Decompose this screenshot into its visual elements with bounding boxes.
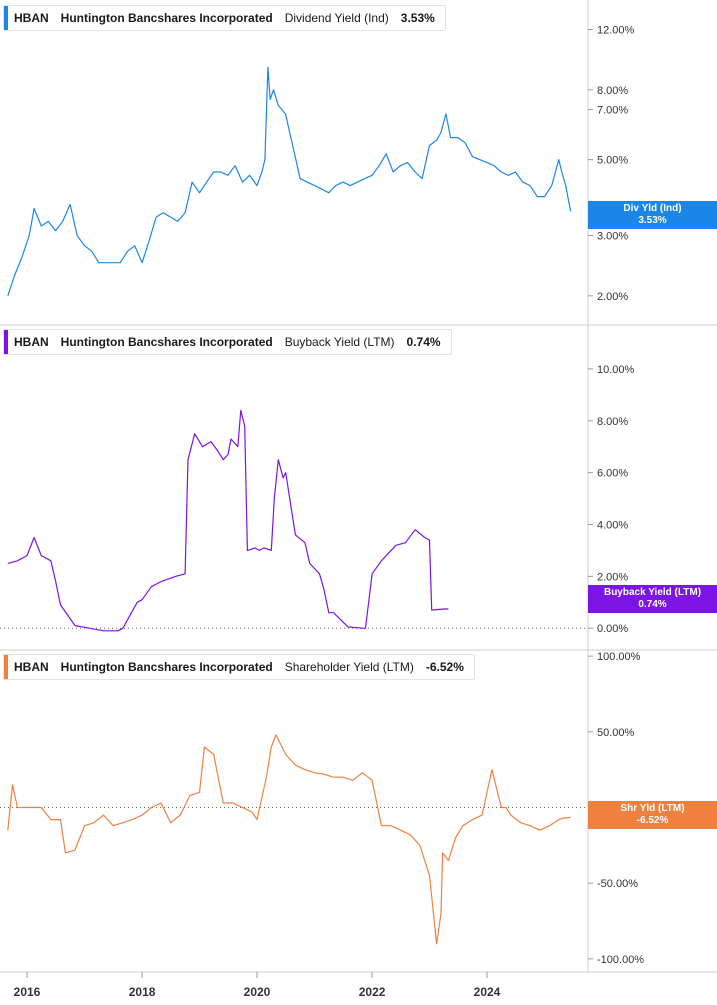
value-badge-panel-2: Buyback Yield (LTM) 0.74%	[588, 585, 717, 613]
y-tick-label: 6.00%	[597, 468, 628, 480]
legend-ticker: HBAN	[14, 11, 49, 25]
legend-ticker: HBAN	[14, 660, 49, 674]
series-line-2	[7, 409, 449, 632]
legend-metric: Shareholder Yield (LTM)	[284, 660, 414, 674]
x-tick-label: 2018	[129, 985, 156, 999]
y-tick-label: 5.00%	[597, 155, 628, 167]
value-badge-panel-1: Div Yld (Ind) 3.53%	[588, 201, 717, 229]
badge-value: 3.53%	[638, 215, 667, 226]
badge-label: Buyback Yield (LTM)	[603, 587, 702, 598]
legend-metric: Buyback Yield (LTM)	[284, 335, 395, 349]
x-tick-label: 2022	[359, 985, 386, 999]
y-tick-label: -100.00%	[597, 954, 644, 966]
badge-value: -6.52%	[636, 815, 669, 826]
legend-company: Huntington Bancshares Incorporated	[60, 660, 273, 674]
legend-company: Huntington Bancshares Incorporated	[60, 335, 273, 349]
badge-value: 0.74%	[638, 599, 667, 610]
y-tick-label: 10.00%	[597, 364, 635, 376]
y-tick-label: 12.00%	[597, 25, 635, 37]
legend-company: Huntington Bancshares Incorporated	[60, 11, 273, 25]
y-tick-label: 4.00%	[597, 520, 628, 532]
series-line-3	[7, 734, 571, 945]
legend-panel-2: HBAN Huntington Bancshares Incorporated …	[3, 329, 452, 355]
badge-label: Div Yld (Ind)	[623, 203, 682, 214]
y-tick-label: 2.00%	[597, 291, 628, 303]
legend-value: 3.53%	[400, 11, 435, 25]
y-tick-label: 50.00%	[597, 727, 635, 739]
y-tick-label: -50.00%	[597, 878, 638, 890]
y-tick-label: 100.00%	[597, 651, 641, 663]
series-line-1	[7, 66, 572, 296]
y-tick-label: 0.00%	[597, 623, 628, 635]
y-tick-label: 7.00%	[597, 105, 628, 117]
badge-label: Shr Yld (LTM)	[620, 803, 685, 814]
legend-color-swatch	[4, 655, 8, 679]
x-tick-label: 2020	[244, 985, 271, 999]
x-tick-label: 2016	[14, 985, 41, 999]
value-badge-panel-3: Shr Yld (LTM) -6.52%	[588, 801, 717, 829]
legend-metric: Dividend Yield (Ind)	[284, 11, 389, 25]
y-tick-label: 2.00%	[597, 571, 628, 583]
legend-panel-3: HBAN Huntington Bancshares Incorporated …	[3, 654, 475, 680]
legend-ticker: HBAN	[14, 335, 49, 349]
y-tick-label: 8.00%	[597, 85, 628, 97]
y-tick-label: 8.00%	[597, 416, 628, 428]
legend-panel-1: HBAN Huntington Bancshares Incorporated …	[3, 5, 446, 31]
legend-color-swatch	[4, 6, 8, 30]
legend-color-swatch	[4, 330, 8, 354]
x-tick-label: 2024	[474, 985, 501, 999]
legend-value: 0.74%	[406, 335, 441, 349]
legend-value: -6.52%	[425, 660, 464, 674]
y-tick-label: 3.00%	[597, 231, 628, 243]
